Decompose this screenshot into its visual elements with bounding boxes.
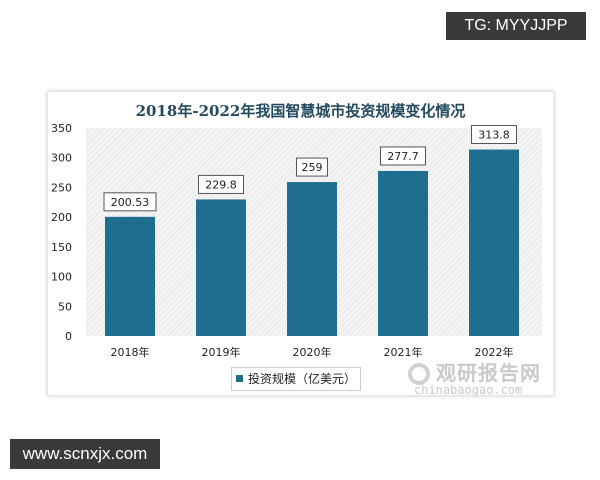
legend-swatch (235, 375, 243, 382)
data-label: 259 (302, 161, 323, 174)
y-tick-label: 50 (58, 300, 72, 313)
bar (105, 216, 155, 336)
data-label-box (380, 146, 426, 166)
watermark-bottom: www.scnxjx.com (10, 439, 160, 469)
bar (469, 149, 519, 336)
logo-en: chinabaogao.com (414, 383, 523, 397)
y-tick-label: 200 (51, 211, 72, 224)
legend: 投资规模（亿美元） (231, 367, 361, 391)
data-label-box (296, 157, 328, 177)
y-tick-label: 0 (65, 330, 72, 343)
bar (378, 170, 428, 336)
y-tick-label: 250 (51, 181, 72, 194)
x-tick-label: 2020年 (293, 345, 332, 359)
data-label: 200.53 (111, 196, 150, 209)
x-tick-label: 2019年 (202, 345, 241, 359)
y-tick-label: 300 (51, 152, 72, 165)
data-label: 229.8 (205, 178, 237, 191)
data-label-box (198, 174, 244, 194)
data-label-box (471, 125, 517, 145)
logo-cn: 观研报告网 (436, 361, 541, 385)
x-tick-label: 2018年 (111, 345, 150, 359)
logo-symbol-icon (408, 363, 430, 385)
data-label: 277.7 (387, 150, 419, 163)
y-tick-label: 350 (51, 122, 72, 135)
y-tick-label: 100 (51, 271, 72, 284)
x-tick-label: 2022年 (475, 345, 514, 359)
bar (196, 199, 246, 336)
watermark-top: TG: MYYJJPP (446, 12, 586, 40)
legend-label: 投资规模（亿美元） (247, 372, 356, 386)
chart-title: 2018年-2022年我国智慧城市投资规模变化情况 (135, 102, 466, 120)
y-tick-label: 150 (51, 241, 72, 254)
chinabaogao-logo: 观研报告网 chinabaogao.com (408, 363, 541, 397)
data-label: 313.8 (478, 129, 510, 142)
data-label-box (103, 192, 157, 212)
x-tick-label: 2021年 (384, 345, 423, 359)
bar (287, 182, 337, 336)
